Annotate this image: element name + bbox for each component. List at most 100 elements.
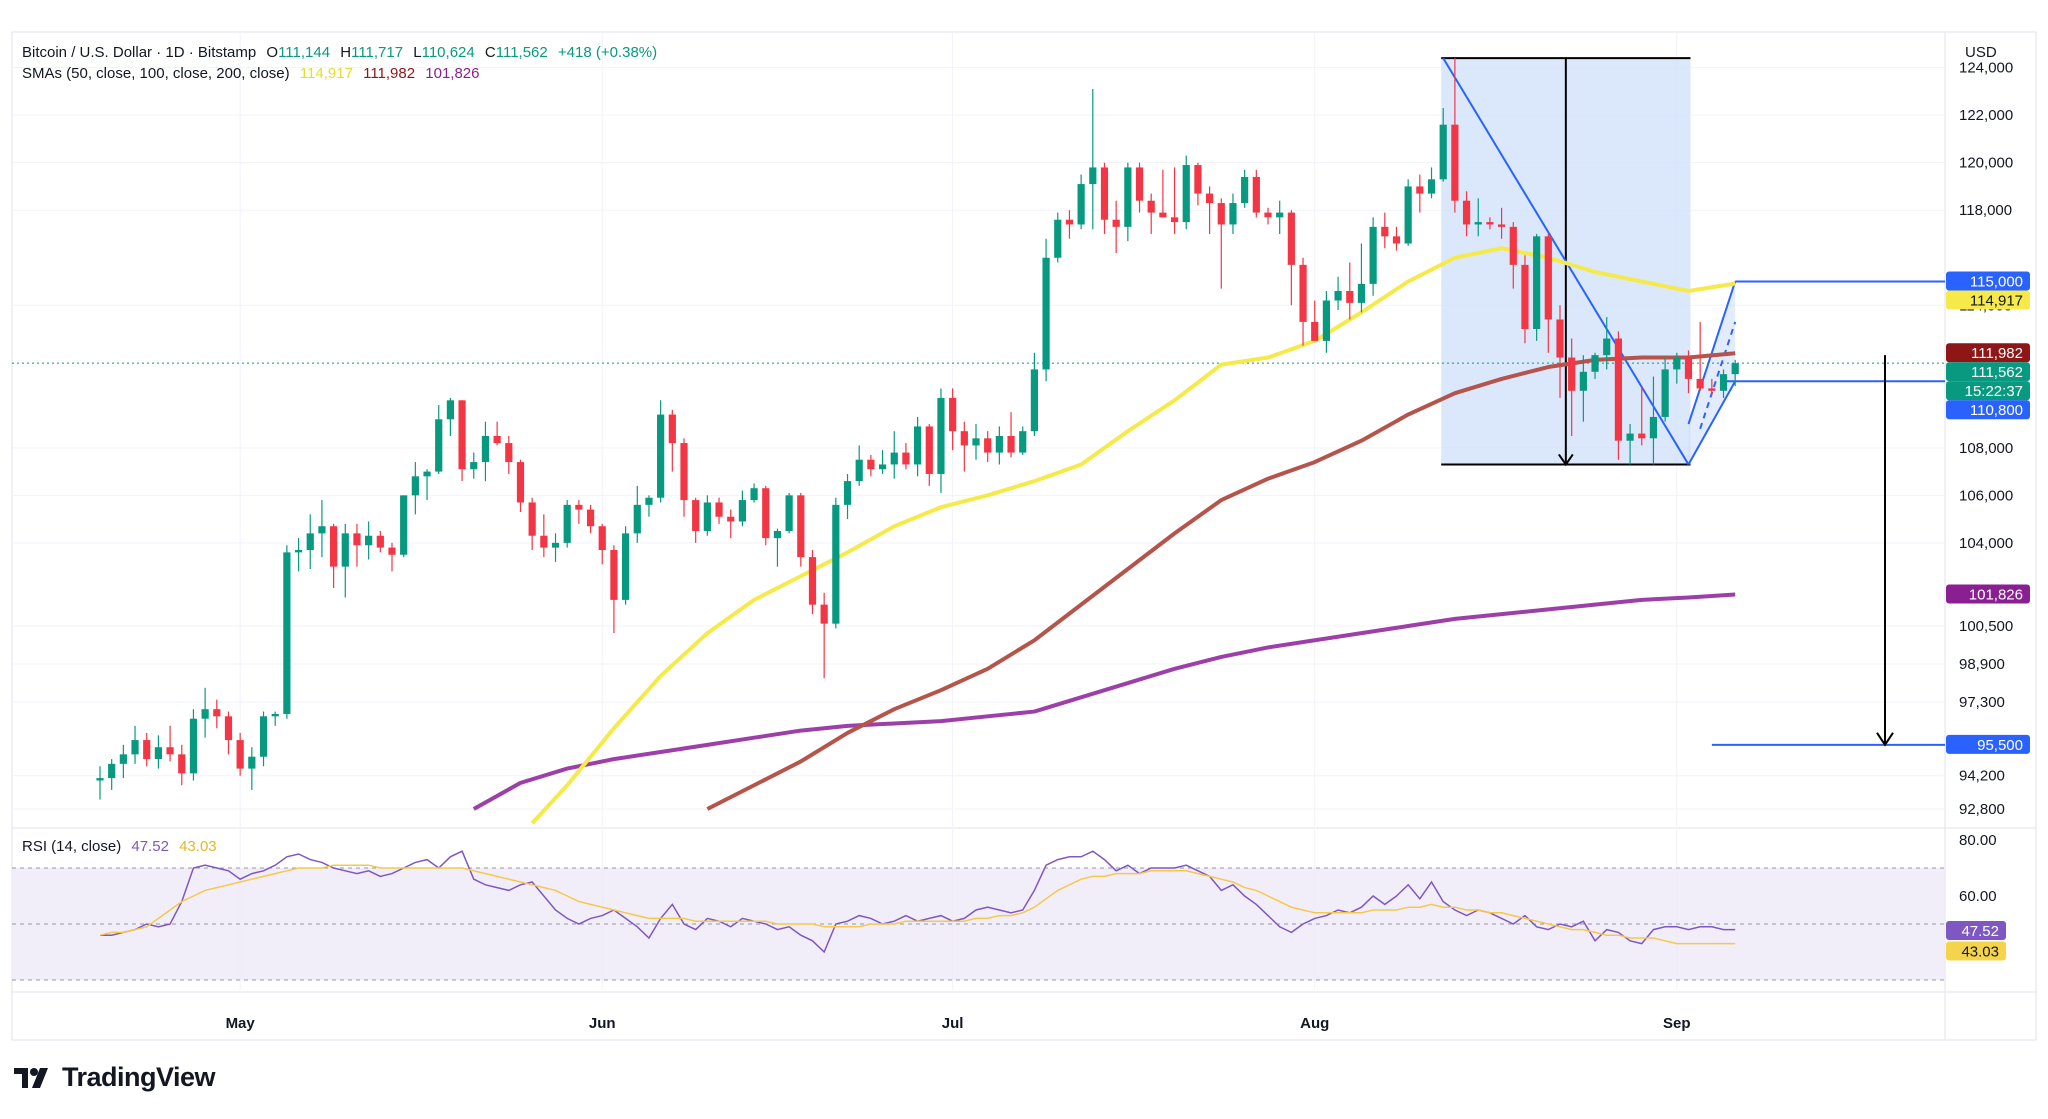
candle-body [294, 549, 303, 553]
measure-arrow-head [1558, 453, 1574, 467]
rsi-ma-value: 43.03 [179, 838, 217, 855]
sma50-value: 114,917 [299, 65, 353, 82]
open-value: 111,144 [278, 44, 331, 61]
candle-body [353, 533, 361, 546]
candle-body [1533, 236, 1541, 330]
time-axis-label: Jun [589, 1015, 616, 1032]
candle-body [318, 526, 326, 534]
candle-body [306, 533, 314, 550]
candle-body [119, 754, 127, 764]
candle-body [1719, 374, 1728, 391]
candle-body [178, 754, 186, 774]
candle-body [1603, 338, 1611, 356]
price-axis-tick: 124,000 [1959, 60, 2013, 77]
time-axis-label: Sep [1663, 1015, 1691, 1032]
price-axis-tick: 100,500 [1959, 618, 2013, 635]
candle-body [213, 709, 221, 717]
time-axis-label: May [226, 1015, 256, 1032]
candle-body [1614, 338, 1622, 441]
tradingview-logo-icon [14, 1067, 48, 1088]
candle-body [657, 414, 665, 498]
candle-body [1334, 290, 1342, 301]
rsi-axis-tick: 60.00 [1959, 888, 1997, 905]
candle-body [1381, 226, 1389, 237]
price-tag [1946, 362, 2030, 382]
candle-body [1708, 388, 1716, 391]
rsi-legend-label[interactable]: RSI (14, close) [22, 838, 122, 855]
symbol-title[interactable]: Bitcoin / U.S. Dollar · 1D · Bitstamp [22, 44, 257, 61]
candle-body [470, 462, 478, 470]
candle-body [1346, 290, 1354, 303]
candle-body [949, 397, 957, 432]
close-value: 111,562 [495, 44, 548, 61]
candle-body [995, 435, 1003, 453]
candle-body [1684, 357, 1693, 379]
candle-body [1357, 283, 1366, 303]
candle-body [1439, 124, 1447, 180]
price-tag [1946, 343, 2030, 363]
candle-body [843, 481, 852, 505]
candle-body [1089, 167, 1097, 185]
candle-body [376, 535, 384, 548]
candle-body [1322, 300, 1330, 341]
candle-body [1696, 378, 1704, 389]
candle-body [808, 557, 817, 605]
candle-body [1416, 186, 1424, 194]
candle-body [411, 476, 419, 496]
candle-body [762, 488, 770, 539]
price-tag-label: 95,500 [1977, 737, 2023, 754]
candle-body [528, 502, 536, 536]
candle-body [1626, 433, 1634, 441]
price-axis-tick: 94,200 [1959, 768, 2005, 785]
price-tag [1946, 584, 2030, 604]
candle-body [236, 740, 244, 769]
candle-body [1112, 219, 1120, 227]
candle-body [248, 756, 256, 769]
candle-body [575, 504, 583, 510]
candle-body [1568, 357, 1576, 391]
candle-body [785, 495, 793, 531]
candle-body [1170, 217, 1179, 223]
candle-body [224, 716, 233, 741]
tradingview-logo-text: TradingView [62, 1062, 216, 1092]
candle-body [166, 747, 174, 755]
sma-legend-label[interactable]: SMAs (50, close, 100, close, 200, close) [22, 65, 290, 82]
price-axis-tick: 92,800 [1959, 801, 2005, 818]
sma200-line [472, 592, 1736, 811]
candle-body [1019, 431, 1027, 453]
candle-body [1591, 355, 1599, 372]
price-tag [1946, 734, 2030, 754]
candle-body [1673, 357, 1681, 370]
candle-body [703, 502, 711, 531]
high-value: 111,717 [351, 44, 404, 61]
tradingview-logo[interactable]: TradingView [14, 1062, 216, 1093]
candle-body [622, 533, 630, 600]
candle-body [1486, 222, 1494, 225]
sma100-line [706, 351, 1736, 811]
channel-upper [1687, 281, 1737, 425]
time-axis-label: Jul [942, 1015, 964, 1032]
candle-body [388, 547, 396, 555]
candle-body [1135, 167, 1144, 201]
candle-body [1311, 321, 1319, 341]
price-tag-label: 111,982 [1971, 345, 2023, 362]
candle-body [365, 535, 373, 546]
candle-body [1194, 165, 1202, 194]
candle-body [1229, 203, 1237, 225]
price-axis-tick: 98,900 [1959, 656, 2005, 673]
candle-body [1404, 186, 1412, 244]
candle-body [586, 509, 595, 527]
candle-body [1474, 222, 1482, 225]
candle-body [797, 495, 805, 558]
candle-body [1124, 167, 1132, 227]
currency-label[interactable]: USD [1965, 44, 1997, 61]
rsi-axis-tick: 80.00 [1959, 832, 1997, 849]
candle-body [902, 452, 910, 465]
candle-body [271, 713, 279, 717]
candle-body [1392, 236, 1401, 244]
candle-body [960, 431, 968, 446]
candle-body [341, 533, 349, 567]
candle-body [108, 763, 116, 779]
candle-body [1498, 224, 1506, 227]
